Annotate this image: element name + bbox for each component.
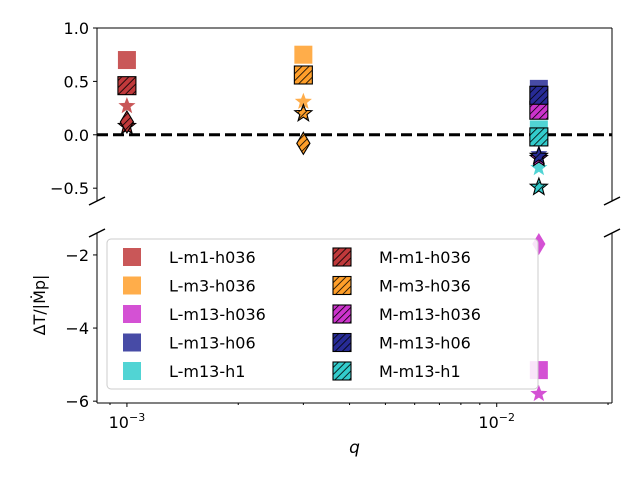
y-tick-label: −0.5 xyxy=(50,179,89,198)
y-tick-label: −4 xyxy=(65,319,89,338)
point-m-m1-h036-square xyxy=(117,76,137,96)
x-tick-label: 10−2 xyxy=(478,411,515,432)
legend-label-l-m13-h1: L-m13-h1 xyxy=(169,362,245,381)
axis-break-mark xyxy=(603,196,621,206)
legend-marker-l-m13-h1 xyxy=(123,362,141,380)
legend-label-l-m13-h036: L-m13-h036 xyxy=(169,305,266,324)
legend-label-m-m3-h036: M-m3-h036 xyxy=(379,277,471,296)
point-l-m13-h036-diamond xyxy=(532,232,546,255)
axis-labels: q ΔT/|Ṁp| xyxy=(30,275,360,458)
legend-label-m-m13-h036: M-m13-h036 xyxy=(379,305,481,324)
legend-box xyxy=(106,238,539,390)
legend-marker-m-m3-h036 xyxy=(332,275,352,296)
point-l-m13-h036-star xyxy=(530,384,548,402)
legend-marker-m-m13-h036 xyxy=(332,304,352,324)
point-m-m3-h036-square xyxy=(293,65,313,85)
x-tick-label: 10−3 xyxy=(109,411,146,432)
y-tick-label: −6 xyxy=(65,392,89,411)
legend-label-m-m13-h1: M-m13-h1 xyxy=(379,362,461,381)
point-m-m13-h06-square xyxy=(529,85,549,105)
point-m-m3-h036-diamond xyxy=(296,131,311,156)
point-l-m3-h036-star xyxy=(294,92,312,109)
point-m-m1-h036-diamond xyxy=(119,109,135,135)
legend-marker-l-m1-h036 xyxy=(123,248,141,266)
point-m-m3-h036-star xyxy=(293,102,314,122)
legend-label-l-m1-h036: L-m1-h036 xyxy=(169,248,256,267)
point-l-m1-h036-star xyxy=(118,97,136,114)
legend-marker-l-m13-h036 xyxy=(123,305,141,323)
legend-marker-m-m13-h06 xyxy=(332,332,352,353)
y-tick-label: −2 xyxy=(65,246,89,265)
point-l-m13-h1-star xyxy=(530,158,548,176)
y-tick-label: 0.0 xyxy=(64,126,89,145)
point-m-m13-h1-star xyxy=(528,176,549,196)
y-axis-label: ΔT/|Ṁp| xyxy=(30,275,49,336)
lower-panel: −2 −4 −6 10−3 10−2 xyxy=(65,233,613,432)
point-l-m3-h036-square xyxy=(294,45,313,64)
legend-label-l-m3-h036: L-m3-h036 xyxy=(169,277,256,296)
point-m-m13-h06-star xyxy=(528,145,549,165)
legend-label-m-m1-h036: M-m1-h036 xyxy=(379,248,471,267)
chart-marks xyxy=(116,45,549,402)
x-axis-label: q xyxy=(349,438,360,458)
legend-label-l-m13-h06: L-m13-h06 xyxy=(169,334,256,353)
legend-label-m-m13-h06: M-m13-h06 xyxy=(379,334,471,353)
point-l-m1-h036-square xyxy=(117,51,136,70)
y-tick-label: 1.0 xyxy=(64,19,89,38)
legend-marker-l-m3-h036 xyxy=(123,276,141,295)
legend-marker-m-m13-h1 xyxy=(332,361,352,381)
legend-marker-m-m1-h036 xyxy=(332,247,352,267)
legend: L-m1-h036 L-m3-h036 L-m13-h036 L-m13-h06 L-m… xyxy=(106,238,539,390)
y-tick-label: 0.5 xyxy=(64,72,89,91)
axis-break-mark xyxy=(88,196,106,206)
point-m-m13-h1-square xyxy=(529,127,549,147)
upper-panel: 1.0 0.5 0.0 −0.5 xyxy=(50,19,621,238)
legend-marker-l-m13-h06 xyxy=(123,333,141,352)
